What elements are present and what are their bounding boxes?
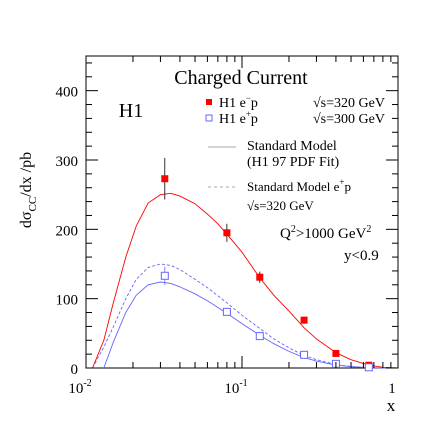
legend-sm-line1: Standard Model [247,139,337,154]
point-ep [364,363,373,372]
point-em [256,273,264,281]
curve-dashed-2 [92,263,399,369]
legend-marker-em [206,99,212,105]
legend-sm2-line2: √s=320 GeV [247,198,314,213]
y-axis-label: dσCC/dx /pb [18,152,39,228]
x-tick-label: 10-2 [68,378,91,397]
legend-energy-em: √s=320 GeV [313,96,385,111]
y-tick-label: 100 [56,293,79,309]
legend: H1 e−p √s=320 GeV H1 e+p √s=300 GeV Stan… [205,93,385,213]
x-axis: 10-2 10-1 1 [68,56,399,397]
point-em [161,175,169,183]
point-em [300,316,308,324]
legend-marker-ep [205,114,213,122]
legend-energy-ep: √s=300 GeV [313,112,385,127]
x-tick-label: 10-1 [224,378,247,397]
point-em [223,229,231,237]
legend-sm-line2: (H1 97 PDF Fit) [247,155,340,170]
experiment-label: H1 [119,100,143,122]
y-tick-label: 400 [56,85,79,101]
y-tick-label: 200 [56,223,79,239]
point-ep [255,332,264,341]
annotation-q2: Q2>1000 GeV2 [280,224,371,242]
legend-label-em: H1 e−p [219,93,258,111]
y-tick-label: 300 [56,154,79,170]
x-tick-label: 1 [388,381,396,397]
point-ep [300,350,309,359]
legend-sm2-line1: Standard Model e+p [247,177,351,194]
y-tick-label: 0 [71,362,79,378]
point-ep [160,271,169,280]
y-axis: 0 100 200 300 400 [56,62,398,378]
point-em [332,349,340,357]
point-ep [222,307,231,316]
x-axis-label: x [387,396,396,415]
chart-title: Charged Current [174,67,308,89]
legend-label-ep: H1 e+p [219,109,258,127]
annotation-ycut: y<0.9 [344,248,379,264]
